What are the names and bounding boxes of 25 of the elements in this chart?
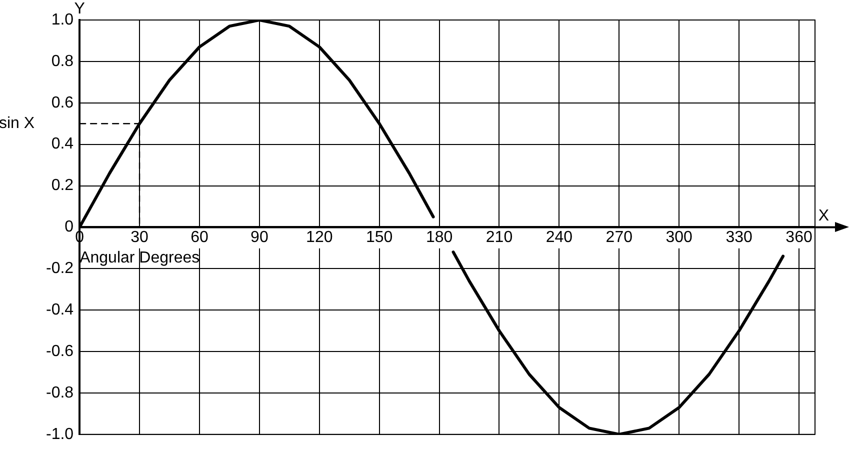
y-axis-title: Y [74,0,86,18]
x-tick-label: 150 [366,229,393,246]
x-tick-label: 60 [190,229,208,246]
y-tick-label: -0.2 [46,260,74,278]
x-tick-label: 210 [486,229,513,246]
text: X [818,208,830,225]
y-tick-label: -1.0 [46,426,74,443]
y-tick-label: 0.2 [51,177,74,194]
x-tick-label: 300 [666,229,693,246]
x-tick-label: 330 [726,229,753,246]
y-tick-label: -0.4 [46,301,74,318]
x-tick-label: 30 [130,229,149,246]
x-tick-label: 90 [250,229,268,246]
y-tick-label: -0.8 [46,384,74,402]
x-tick-label: 270 [606,229,633,246]
x-tick-label: 120 [306,229,333,246]
y-tick-label: 1.0 [51,11,74,28]
x-tick-label: 180 [426,229,453,246]
y-tick-label: 0.8 [51,52,74,70]
y-tick-label: -0.6 [46,342,74,360]
x-tick-label: 240 [546,229,573,246]
y-tick-label: 0.4 [51,136,74,153]
x-axis-title: Angular Degrees [80,249,200,266]
x-tick-label: 360 [786,229,812,246]
y-tick-label: 0.6 [51,94,74,112]
